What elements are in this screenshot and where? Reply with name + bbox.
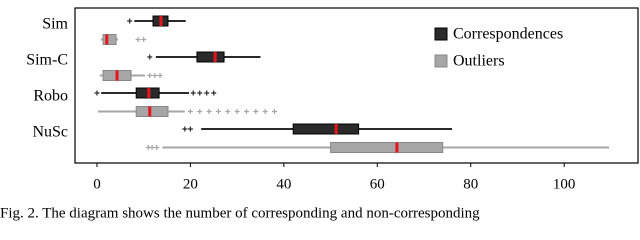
flier	[211, 90, 217, 96]
legend-swatch	[434, 27, 448, 41]
flier	[272, 109, 278, 114]
box	[196, 51, 225, 63]
x-tick-label: 40	[276, 176, 291, 192]
box	[102, 34, 117, 45]
chart: Fig. 2. The diagram shows the number of …	[0, 7, 639, 221]
flier	[135, 37, 141, 42]
box	[292, 123, 360, 135]
flier	[215, 109, 221, 114]
flier	[157, 73, 163, 78]
x-tick-label: 80	[463, 176, 478, 192]
plot-frame	[74, 7, 639, 164]
flier	[127, 18, 133, 24]
flier	[152, 73, 158, 78]
category-label: Sim-C	[26, 52, 68, 69]
flier	[187, 109, 193, 114]
flier	[243, 109, 249, 114]
flier	[141, 37, 147, 42]
x-tick-label: 20	[183, 176, 198, 192]
category-label: Sim	[42, 16, 68, 33]
legend-label: Outliers	[453, 53, 505, 70]
flier	[262, 109, 268, 114]
flier	[234, 109, 240, 114]
flier	[190, 90, 196, 96]
flier	[204, 90, 210, 96]
flier	[206, 109, 212, 114]
flier	[147, 54, 153, 60]
flier	[94, 90, 100, 96]
caption: Fig. 2. The diagram shows the number of …	[0, 205, 480, 221]
flier	[182, 126, 188, 132]
legend-swatch	[434, 54, 448, 68]
flier	[187, 126, 193, 132]
x-tick-label: 0	[93, 176, 101, 192]
flier	[147, 73, 153, 78]
category-label: Robo	[33, 88, 68, 105]
legend-label: Correspondences	[453, 26, 563, 43]
flier	[253, 109, 259, 114]
box	[135, 106, 169, 117]
flier	[154, 145, 160, 150]
box	[330, 142, 444, 153]
category-label: NuSc	[32, 124, 68, 141]
x-tick-label: 60	[370, 176, 385, 192]
flier	[225, 109, 231, 114]
flier	[197, 109, 203, 114]
flier	[149, 145, 155, 150]
flier	[197, 90, 203, 96]
x-tick-label: 100	[553, 176, 576, 192]
